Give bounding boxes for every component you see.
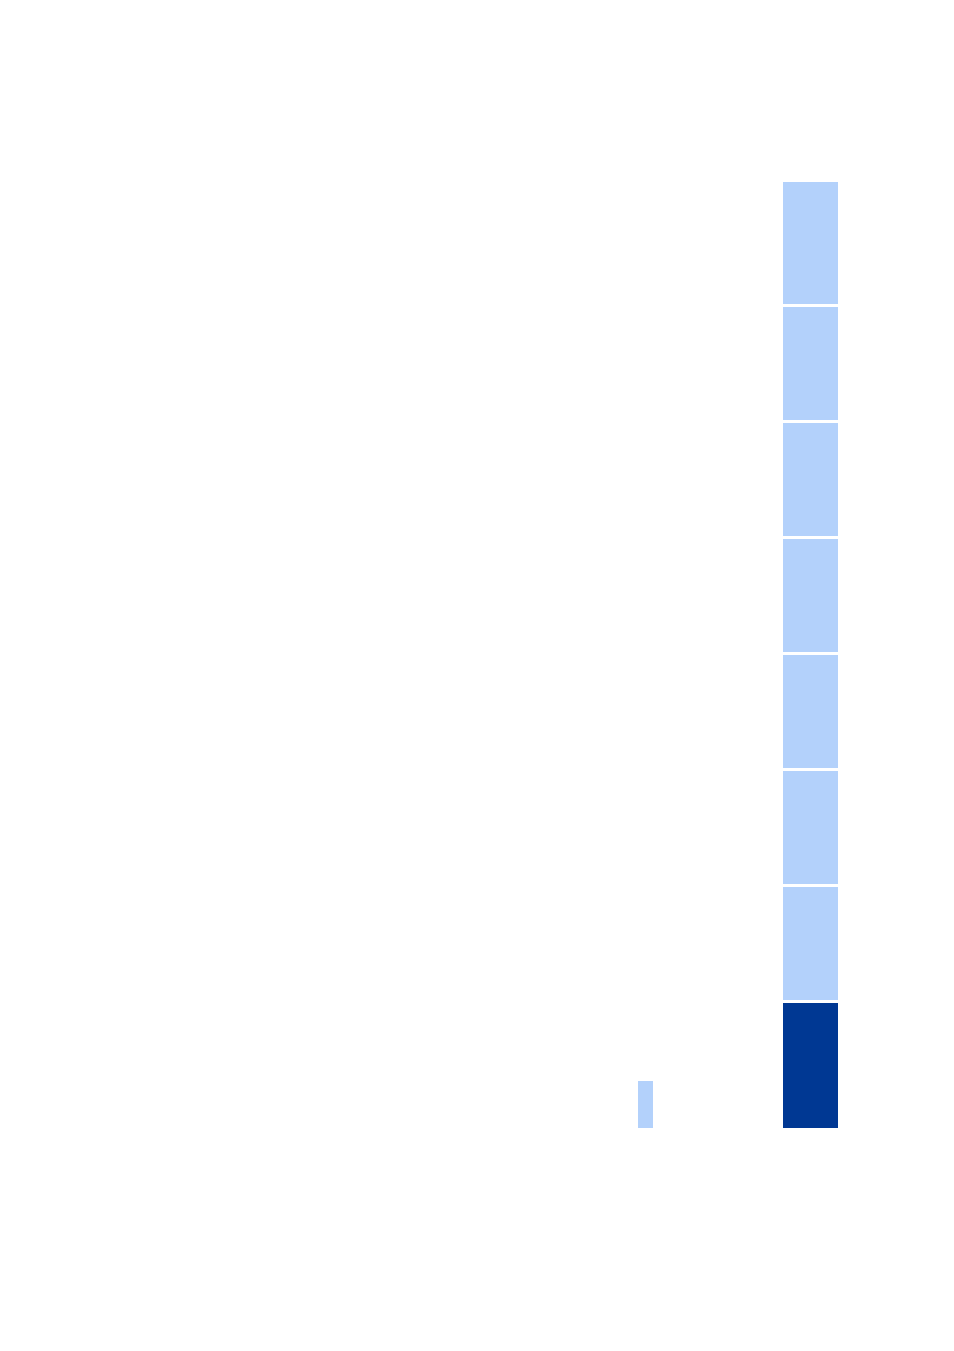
- bar-segment: [783, 771, 838, 884]
- bar-segment: [783, 655, 838, 768]
- bar-segment: [638, 1081, 653, 1128]
- bar-segment: [783, 539, 838, 652]
- bar-segment: [783, 423, 838, 536]
- bar-segment: [783, 182, 838, 304]
- bar-segment: [783, 307, 838, 420]
- stacked-bar-chart: [0, 0, 954, 1351]
- bar-segment: [783, 887, 838, 1000]
- bar-segment: [783, 1003, 838, 1128]
